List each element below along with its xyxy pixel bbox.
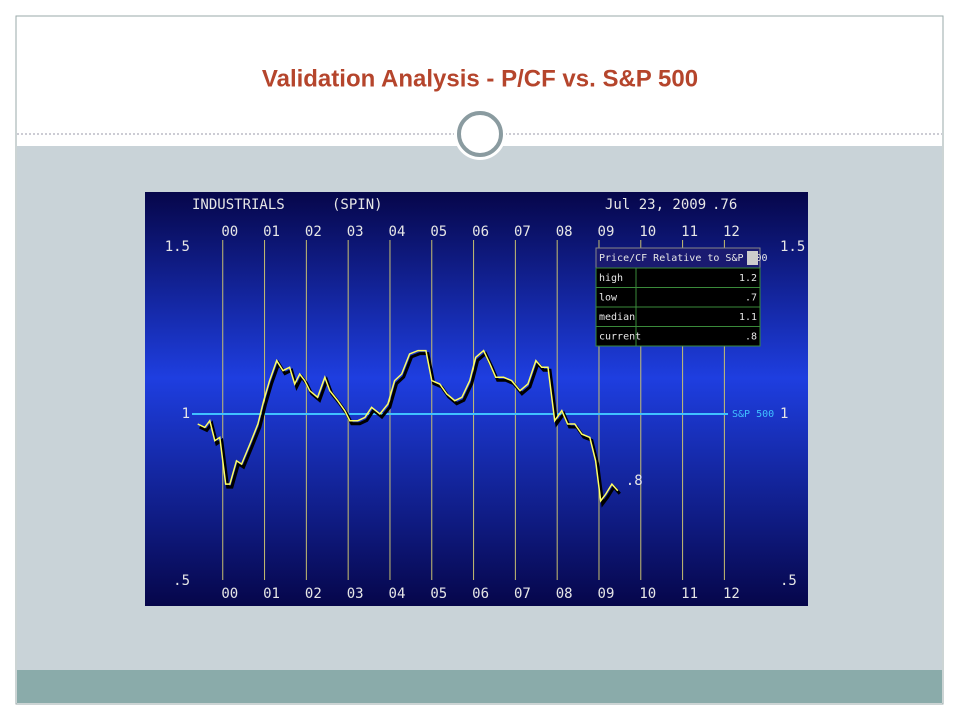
- ornament-ring: [457, 111, 503, 157]
- x-tick-label: 06: [472, 224, 489, 240]
- x-tick-label: 06: [472, 586, 489, 602]
- slide-title: Validation Analysis - P/CF vs. S&P 500: [262, 65, 698, 92]
- y-tick-label: 1.5: [165, 239, 190, 255]
- end-label: .8: [626, 473, 643, 489]
- x-tick-label: 04: [389, 586, 406, 602]
- stats-dropdown: [747, 251, 758, 265]
- x-tick-label: 00: [221, 224, 238, 240]
- stats-name: high: [599, 273, 623, 284]
- x-tick-label: 10: [639, 224, 656, 240]
- y-tick-label: 1.5: [780, 239, 805, 255]
- x-tick-label: 12: [723, 586, 740, 602]
- x-tick-label: 05: [430, 586, 447, 602]
- stats-cell: [635, 287, 761, 308]
- series-line: [197, 349, 619, 503]
- x-tick-label: 12: [723, 224, 740, 240]
- x-tick-label: 03: [347, 586, 364, 602]
- chart-header: INDUSTRIALS: [192, 197, 285, 213]
- stats-name: median: [599, 312, 635, 323]
- x-tick-label: 00: [221, 586, 238, 602]
- x-tick-label: 08: [556, 224, 573, 240]
- x-tick-label: 01: [263, 224, 280, 240]
- x-tick-label: 09: [598, 586, 615, 602]
- chart-header-value: .76: [712, 197, 737, 213]
- y-tick-label: .5: [780, 573, 797, 589]
- x-tick-label: 07: [514, 586, 531, 602]
- x-tick-label: 02: [305, 586, 322, 602]
- x-tick-label: 08: [556, 586, 573, 602]
- stats-title: Price/CF Relative to S&P 500: [599, 253, 768, 264]
- y-tick-label: 1: [780, 406, 788, 422]
- chart-header: (SPIN): [332, 197, 383, 213]
- x-tick-label: 10: [639, 586, 656, 602]
- stats-value: .8: [745, 331, 757, 342]
- stats-name: current: [599, 331, 641, 342]
- x-tick-label: 11: [681, 586, 698, 602]
- stats-cell: [635, 326, 761, 347]
- stats-name: low: [599, 292, 618, 303]
- x-tick-label: 05: [430, 224, 447, 240]
- x-tick-label: 11: [681, 224, 698, 240]
- stats-value: .7: [745, 292, 757, 303]
- stats-value: 1.1: [739, 312, 757, 323]
- y-tick-label: .5: [173, 573, 190, 589]
- x-tick-label: 01: [263, 586, 280, 602]
- x-tick-label: 09: [598, 224, 615, 240]
- y-tick-label: 1: [182, 406, 190, 422]
- footer-band: [17, 670, 942, 703]
- x-tick-label: 02: [305, 224, 322, 240]
- series-shadow: [199, 351, 621, 508]
- reference-label: S&P 500: [732, 409, 774, 420]
- x-tick-label: 03: [347, 224, 364, 240]
- stats-value: 1.2: [739, 273, 757, 284]
- x-tick-label: 04: [389, 224, 406, 240]
- x-tick-label: 07: [514, 224, 531, 240]
- chart-header: Jul 23, 2009: [605, 197, 706, 213]
